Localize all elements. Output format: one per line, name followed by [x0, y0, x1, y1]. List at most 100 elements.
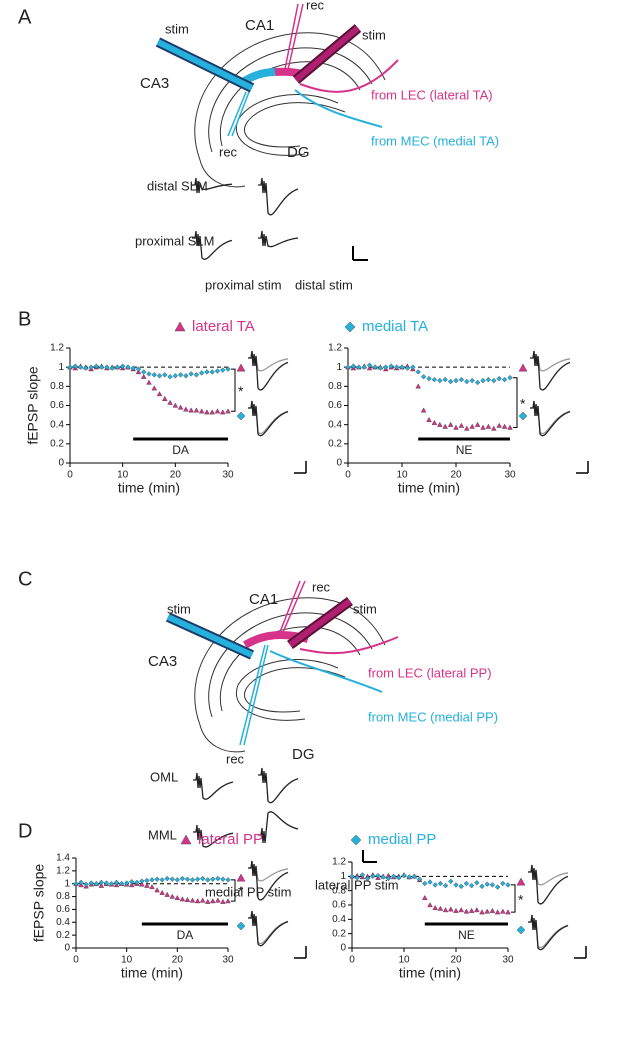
data-point — [437, 880, 444, 887]
bracket — [511, 884, 516, 913]
data-point — [194, 876, 201, 882]
data-point — [453, 907, 459, 913]
treatment-label: NE — [456, 443, 473, 457]
data-point — [139, 881, 145, 887]
x-tick-label: 10 — [121, 955, 133, 966]
x-tick-label: 10 — [398, 955, 410, 966]
trace — [530, 400, 571, 437]
data-point — [149, 884, 155, 890]
data-point — [375, 872, 381, 879]
data-point — [119, 363, 126, 369]
data-point — [474, 880, 480, 886]
data-point — [162, 372, 168, 378]
data-point — [432, 882, 438, 888]
data-point — [162, 395, 168, 401]
data-point — [437, 421, 443, 427]
data-point — [93, 363, 100, 369]
label: DG — [292, 746, 315, 763]
y-tick-label: 1 — [58, 362, 64, 373]
data-point — [188, 407, 194, 413]
data-point — [172, 402, 179, 408]
data-point — [458, 883, 464, 890]
data-point — [113, 879, 120, 886]
fiber — [299, 636, 399, 655]
y-tick-label: 1 — [340, 871, 346, 882]
data-point — [361, 364, 367, 370]
data-point — [432, 905, 438, 910]
trace — [258, 230, 299, 248]
data-point — [118, 881, 125, 887]
panel-label: C — [18, 568, 32, 590]
trace — [528, 914, 569, 951]
data-point — [500, 880, 506, 887]
data-point — [184, 896, 191, 902]
scale-bar — [352, 246, 368, 261]
x-tick-label: 20 — [450, 955, 462, 966]
panel-label: D — [18, 820, 32, 842]
data-point — [411, 873, 418, 880]
data-point — [225, 366, 231, 372]
y-tick-label: 0.4 — [50, 419, 64, 430]
significance: * — [238, 883, 244, 899]
row-label: MML — [148, 827, 177, 842]
data-point — [167, 399, 173, 405]
y-tick-label: 0.2 — [50, 438, 64, 449]
label: CA3 — [148, 653, 177, 670]
data-point — [140, 373, 147, 379]
data-point — [125, 364, 131, 370]
data-point — [214, 368, 221, 374]
icon — [518, 363, 528, 372]
data-point — [67, 364, 73, 370]
y-tick-label: 1.2 — [50, 343, 64, 354]
x-tick-label: 30 — [222, 470, 234, 481]
col-label: lateral PP stim — [315, 877, 399, 892]
data-point — [496, 375, 502, 382]
stim-electrode — [288, 598, 352, 648]
data-point — [480, 424, 486, 430]
label: rec — [219, 144, 238, 159]
data-point — [505, 909, 511, 915]
data-point — [220, 367, 226, 373]
y-axis-label: fEPSP slope — [25, 366, 41, 445]
data-point — [189, 897, 196, 903]
data-point — [205, 877, 211, 883]
y-tick-label: 1.2 — [56, 865, 70, 876]
label: rec — [312, 579, 331, 594]
data-point — [77, 364, 84, 370]
data-point — [98, 364, 105, 370]
data-point — [442, 376, 448, 383]
data-point — [437, 905, 444, 911]
icon — [236, 363, 246, 372]
data-point — [154, 876, 160, 882]
data-point — [480, 377, 486, 384]
panel-label: B — [18, 308, 31, 330]
data-point — [174, 895, 181, 900]
data-point — [169, 893, 176, 899]
legend-label: lateral PP — [198, 831, 263, 848]
data-point — [463, 908, 470, 914]
treatment-label: DA — [177, 928, 194, 942]
bracket — [231, 879, 236, 902]
data-point — [72, 363, 78, 369]
y-tick-label: 0.8 — [328, 381, 342, 392]
fiber — [294, 89, 383, 128]
data-point — [427, 902, 433, 908]
data-point — [146, 379, 152, 385]
y-tick-label: 0.8 — [56, 891, 70, 902]
data-point — [88, 880, 94, 886]
data-point — [469, 423, 475, 429]
data-point — [199, 897, 206, 903]
data-point — [370, 873, 376, 880]
data-point — [464, 378, 470, 385]
stim-electrode — [156, 39, 254, 91]
data-point — [416, 876, 423, 882]
data-point — [128, 882, 135, 888]
data-point — [469, 377, 475, 384]
trace — [258, 811, 299, 844]
data-point — [104, 364, 110, 370]
label: from LEC (lateral PP) — [368, 665, 492, 680]
scale-bar — [294, 461, 307, 474]
rec-electrode — [239, 644, 269, 746]
label: stim — [167, 601, 191, 616]
